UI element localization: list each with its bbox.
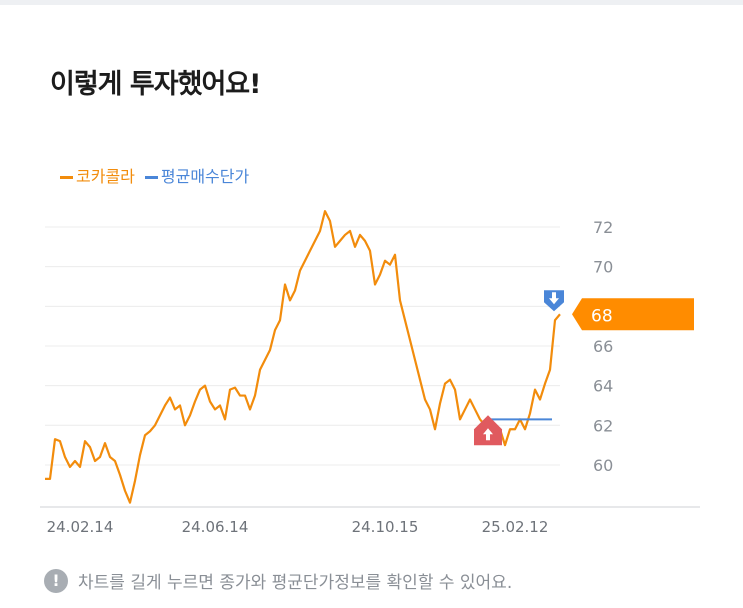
x-tick-label: 24.06.14 xyxy=(182,518,249,536)
y-tick-label: 66 xyxy=(593,337,613,356)
x-tick-label: 25.02.12 xyxy=(482,518,549,536)
current-price-flag xyxy=(572,298,694,331)
arrow-up-icon xyxy=(483,428,493,441)
price-line xyxy=(45,210,561,504)
current-price-label: 68 xyxy=(591,306,613,326)
exclamation-icon: ! xyxy=(44,568,68,593)
y-tick-label: 70 xyxy=(593,258,613,277)
x-tick-label: 24.10.15 xyxy=(352,518,419,536)
legend-item-price: 코카콜라 xyxy=(60,163,135,187)
y-tick-label: 60 xyxy=(593,456,613,475)
page-title: 이렇게 투자했어요! xyxy=(50,69,261,100)
arrow-down-icon xyxy=(549,292,559,305)
x-tick-label: 24.02.14 xyxy=(47,518,114,536)
legend-item-average: 평균매수단가 xyxy=(144,163,249,187)
chart-legend: 코카콜라 평균매수단가 xyxy=(60,163,249,187)
hint-note: ! 차트를 길게 누르면 종가와 평균단가정보를 확인할 수 있어요. xyxy=(44,568,512,593)
y-tick-label: 62 xyxy=(593,416,613,435)
y-tick-label: 72 xyxy=(593,218,613,237)
y-tick-label: 64 xyxy=(593,377,613,396)
top-divider xyxy=(0,0,743,5)
